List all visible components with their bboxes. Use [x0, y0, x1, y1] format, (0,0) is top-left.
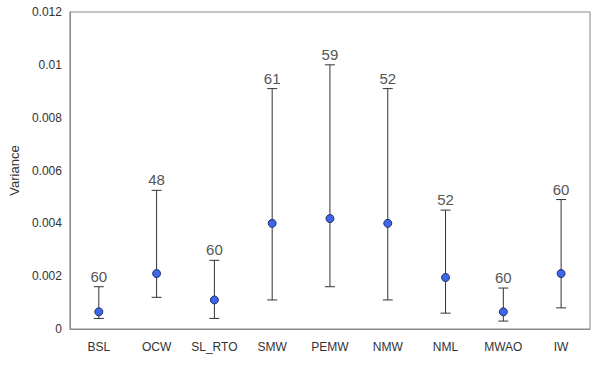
svg-text:0.002: 0.002	[32, 269, 62, 283]
svg-text:IW: IW	[554, 340, 569, 354]
svg-text:SL_RTO: SL_RTO	[191, 340, 237, 354]
svg-text:0.012: 0.012	[32, 5, 62, 19]
svg-text:0: 0	[55, 322, 62, 336]
svg-text:60: 60	[553, 181, 570, 198]
svg-text:48: 48	[148, 171, 165, 188]
svg-text:0.008: 0.008	[32, 111, 62, 125]
svg-text:PEMW: PEMW	[311, 340, 349, 354]
svg-text:60: 60	[495, 269, 512, 286]
svg-text:NMW: NMW	[373, 340, 404, 354]
svg-text:0.004: 0.004	[32, 216, 62, 230]
svg-text:61: 61	[264, 70, 281, 87]
svg-text:Variance: Variance	[7, 145, 22, 195]
svg-text:OCW: OCW	[142, 340, 172, 354]
svg-text:0.006: 0.006	[32, 164, 62, 178]
svg-text:BSL: BSL	[87, 340, 110, 354]
svg-text:NML: NML	[433, 340, 459, 354]
svg-text:60: 60	[90, 268, 107, 285]
svg-text:MWAO: MWAO	[484, 340, 522, 354]
svg-text:52: 52	[437, 191, 454, 208]
svg-text:0.01: 0.01	[39, 58, 63, 72]
svg-text:SMW: SMW	[258, 340, 288, 354]
svg-text:60: 60	[206, 241, 223, 258]
svg-text:52: 52	[379, 70, 396, 87]
svg-text:59: 59	[322, 46, 339, 63]
